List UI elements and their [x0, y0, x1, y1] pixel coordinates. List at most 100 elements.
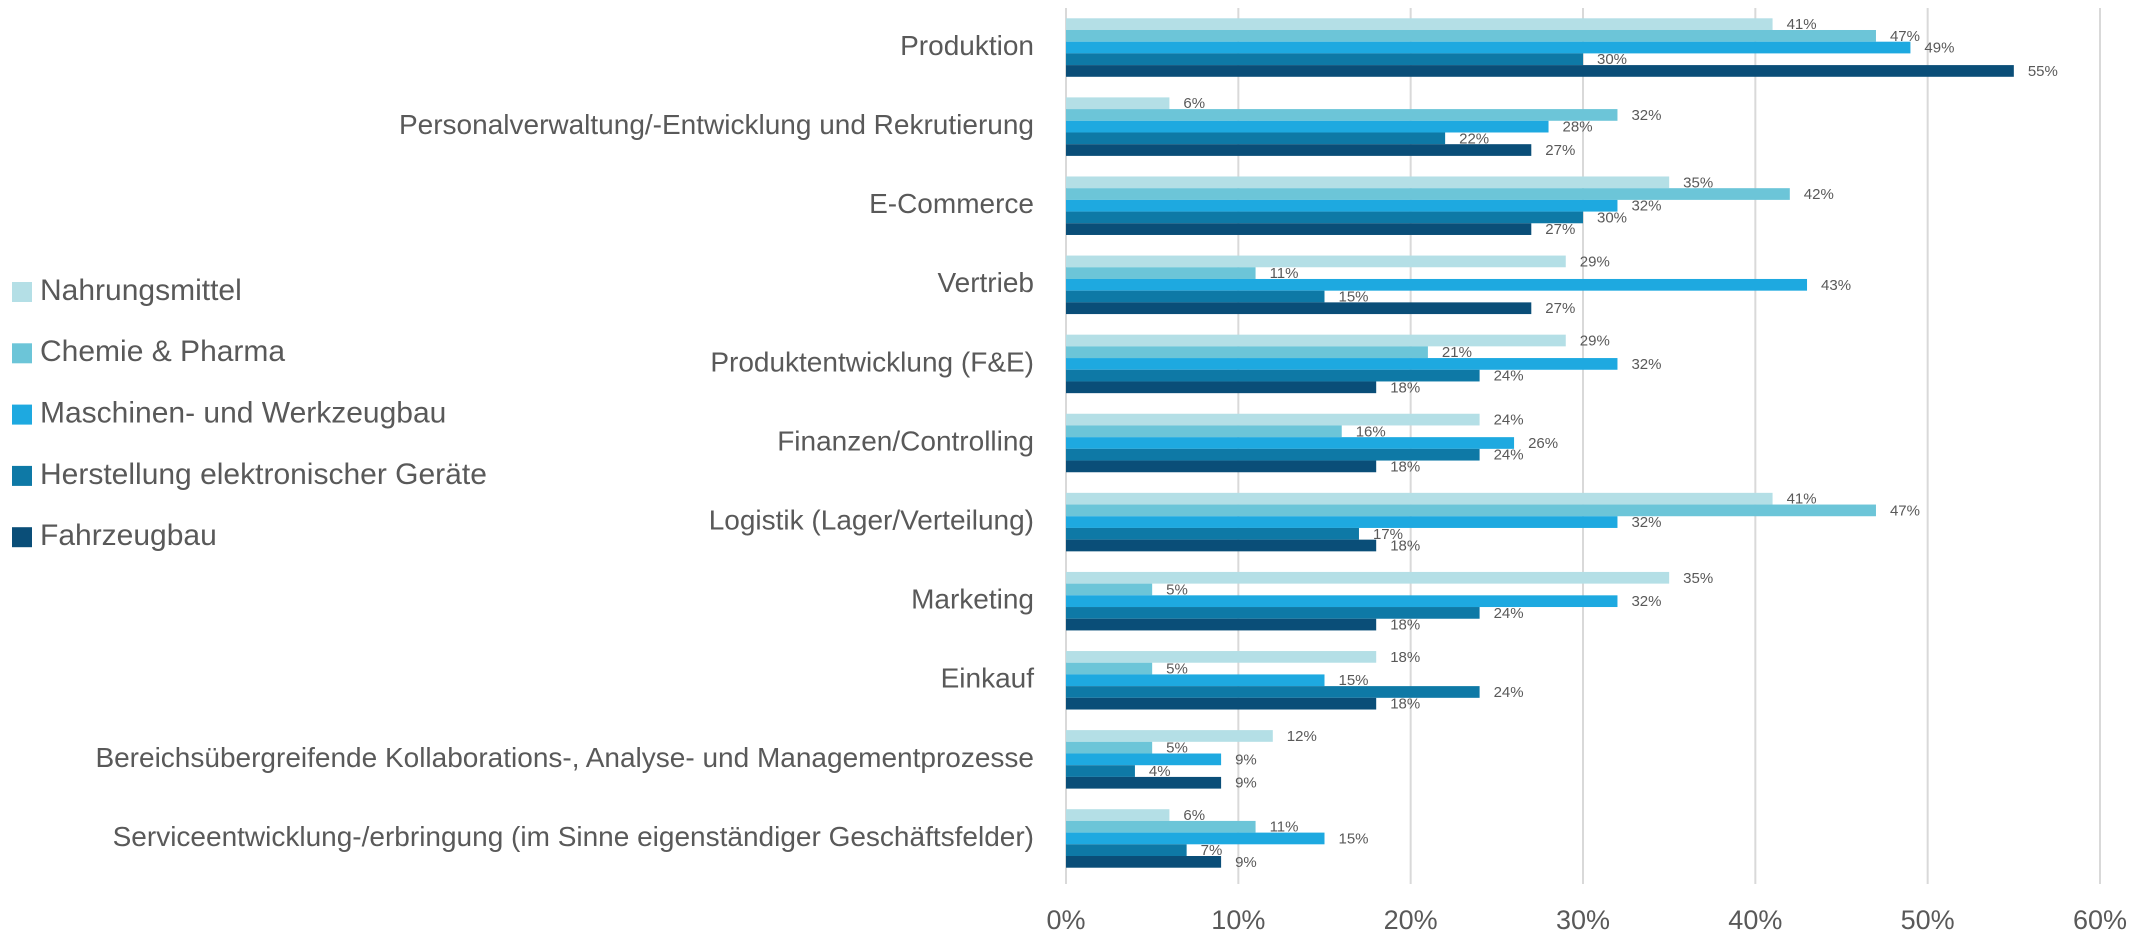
value-label: 30%: [1597, 209, 1627, 226]
value-label: 11%: [1270, 819, 1299, 836]
bar: [1066, 741, 1153, 754]
legend-swatch: [12, 527, 32, 548]
value-label: 30%: [1597, 51, 1627, 68]
value-label: 16%: [1356, 423, 1386, 440]
bar: [1066, 188, 1790, 200]
category-label: Produktentwicklung (F&E): [710, 346, 1034, 377]
bar: [1066, 686, 1480, 698]
x-tick-label: 40%: [1728, 905, 1782, 934]
category-label: Bereichsübergreifende Kollaborations-, A…: [95, 742, 1034, 773]
value-label: 32%: [1631, 514, 1661, 531]
bar: [1066, 539, 1377, 552]
value-label: 41%: [1787, 16, 1817, 33]
legend-label: Chemie & Pharma: [40, 335, 285, 368]
value-label: 9%: [1235, 854, 1257, 871]
bar: [1066, 120, 1549, 133]
legend-swatch: [12, 465, 32, 486]
category-label: E-Commerce: [869, 188, 1034, 219]
bar: [1066, 662, 1153, 675]
bar: [1066, 302, 1532, 315]
value-label: 22%: [1459, 130, 1489, 147]
bar: [1066, 571, 1670, 584]
bar: [1066, 856, 1222, 868]
bar: [1066, 65, 2014, 77]
bar: [1066, 290, 1325, 303]
value-label: 27%: [1545, 142, 1575, 159]
category-label: Produktion: [900, 30, 1034, 61]
category-label: Serviceentwicklung-/erbringung (im Sinne…: [113, 821, 1034, 852]
bar: [1066, 144, 1532, 156]
value-label: 55%: [2028, 63, 2058, 80]
category-label: Logistik (Lager/Verteilung): [709, 504, 1034, 535]
bar: [1066, 674, 1325, 687]
value-label: 24%: [1494, 412, 1524, 429]
bar: [1066, 730, 1273, 742]
legend-label: Herstellung elektronischer Geräte: [40, 458, 487, 491]
bar: [1066, 607, 1480, 619]
bar: [1066, 697, 1377, 710]
legend-label: Fahrzeugbau: [40, 519, 217, 552]
legend-label: Nahrungsmittel: [40, 274, 242, 307]
legend-swatch: [12, 282, 32, 302]
value-label: 26%: [1528, 435, 1558, 452]
value-label: 47%: [1890, 502, 1920, 519]
bar: [1066, 492, 1773, 505]
bar: [1066, 448, 1480, 461]
value-label: 11%: [1270, 265, 1299, 282]
bar: [1066, 53, 1583, 66]
bar: [1066, 381, 1377, 394]
value-label: 49%: [1924, 40, 1954, 57]
bar: [1066, 618, 1377, 631]
value-label: 41%: [1787, 491, 1817, 508]
bar: [1066, 199, 1618, 212]
x-tick-label: 60%: [2073, 905, 2127, 934]
value-label: 24%: [1494, 368, 1524, 385]
value-label: 47%: [1890, 28, 1920, 45]
value-label: 17%: [1373, 526, 1403, 543]
bar: [1066, 776, 1222, 789]
bar: [1066, 41, 1911, 54]
category-label: Marketing: [911, 584, 1034, 615]
bar: [1066, 437, 1515, 449]
bar: [1066, 358, 1618, 370]
value-label: 29%: [1580, 332, 1610, 349]
value-label: 9%: [1235, 775, 1257, 792]
bar: [1066, 97, 1170, 110]
bar: [1066, 583, 1153, 596]
value-label: 4%: [1149, 763, 1171, 780]
value-label: 43%: [1821, 277, 1851, 294]
value-label: 35%: [1683, 570, 1713, 587]
value-label: 21%: [1442, 344, 1472, 361]
bar: [1066, 255, 1566, 268]
bar: [1066, 809, 1170, 821]
bar: [1066, 346, 1428, 359]
category-label: Einkauf: [941, 663, 1035, 694]
category-label: Finanzen/Controlling: [777, 425, 1034, 456]
value-label: 18%: [1390, 617, 1420, 634]
value-label: 15%: [1339, 288, 1369, 305]
value-label: 5%: [1166, 581, 1188, 598]
bar: [1066, 595, 1618, 608]
value-label: 27%: [1545, 221, 1575, 238]
value-label: 32%: [1631, 593, 1661, 610]
x-tick-label: 20%: [1384, 905, 1438, 934]
x-tick-label: 10%: [1211, 905, 1265, 934]
value-label: 29%: [1580, 253, 1610, 270]
bar: [1066, 460, 1377, 473]
bar: [1066, 334, 1566, 347]
value-label: 6%: [1183, 95, 1205, 112]
bar: [1066, 369, 1480, 382]
bar: [1066, 425, 1342, 438]
category-label: Vertrieb: [938, 267, 1035, 298]
bar: [1066, 516, 1618, 528]
value-label: 24%: [1494, 684, 1524, 701]
bar: [1066, 18, 1773, 30]
bar: [1066, 765, 1135, 777]
x-tick-label: 0%: [1046, 905, 1085, 934]
value-label: 9%: [1235, 751, 1257, 768]
value-label: 15%: [1339, 672, 1369, 689]
value-label: 18%: [1390, 696, 1420, 713]
bar: [1066, 753, 1222, 766]
legend-swatch: [12, 404, 32, 425]
